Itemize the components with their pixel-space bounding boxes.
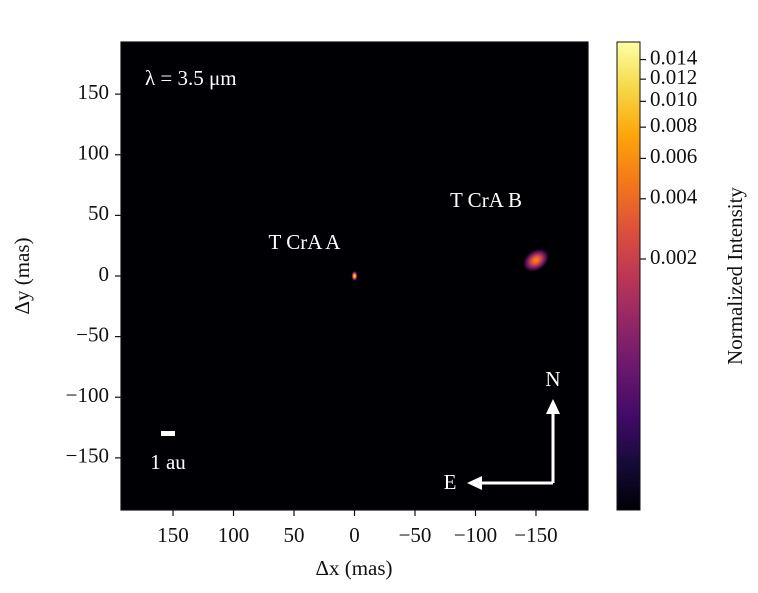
- x-tick-label: 100: [218, 523, 250, 547]
- scale-bar-label: 1 au: [150, 450, 186, 474]
- colorbar-tick-label: 0.008: [650, 113, 697, 137]
- colorbar-tick-label: 0.004: [650, 185, 698, 209]
- source-label: T CrA A: [269, 230, 342, 254]
- colorbar-tick-label: 0.012: [650, 65, 697, 89]
- north-label: N: [545, 367, 560, 391]
- y-tick-label: 100: [78, 141, 110, 165]
- x-tick-label: 0: [349, 523, 360, 547]
- x-tick-label: −50: [399, 523, 432, 547]
- y-tick-label: −150: [66, 444, 109, 468]
- colorbar-label: Normalized Intensity: [723, 187, 747, 365]
- x-tick-label: 150: [157, 523, 189, 547]
- y-tick-label: 50: [88, 201, 109, 225]
- colorbar-tick-label: 0.006: [650, 144, 697, 168]
- scale-bar: [161, 431, 175, 436]
- colorbar-tick-label: 0.010: [650, 87, 697, 111]
- x-tick-label: −100: [454, 523, 497, 547]
- wavelength-label: λ = 3.5 μm: [145, 66, 237, 90]
- x-tick-label: 50: [284, 523, 305, 547]
- source: [351, 271, 358, 281]
- y-tick-label: 0: [99, 262, 110, 286]
- y-axis-label: Δy (mas): [10, 237, 34, 314]
- x-tick-label: −150: [514, 523, 557, 547]
- y-tick-label: −100: [66, 383, 109, 407]
- source: [523, 248, 549, 272]
- compass: [467, 399, 560, 490]
- x-axis-label: Δx (mas): [315, 556, 392, 580]
- source-label: T CrA B: [450, 188, 522, 212]
- east-label: E: [444, 470, 457, 494]
- colorbar-tick-label: 0.014: [650, 45, 698, 69]
- colorbar-tick-label: 0.002: [650, 245, 697, 269]
- y-tick-label: −50: [76, 322, 109, 346]
- colorbar: [616, 41, 641, 511]
- y-tick-label: 150: [78, 80, 110, 104]
